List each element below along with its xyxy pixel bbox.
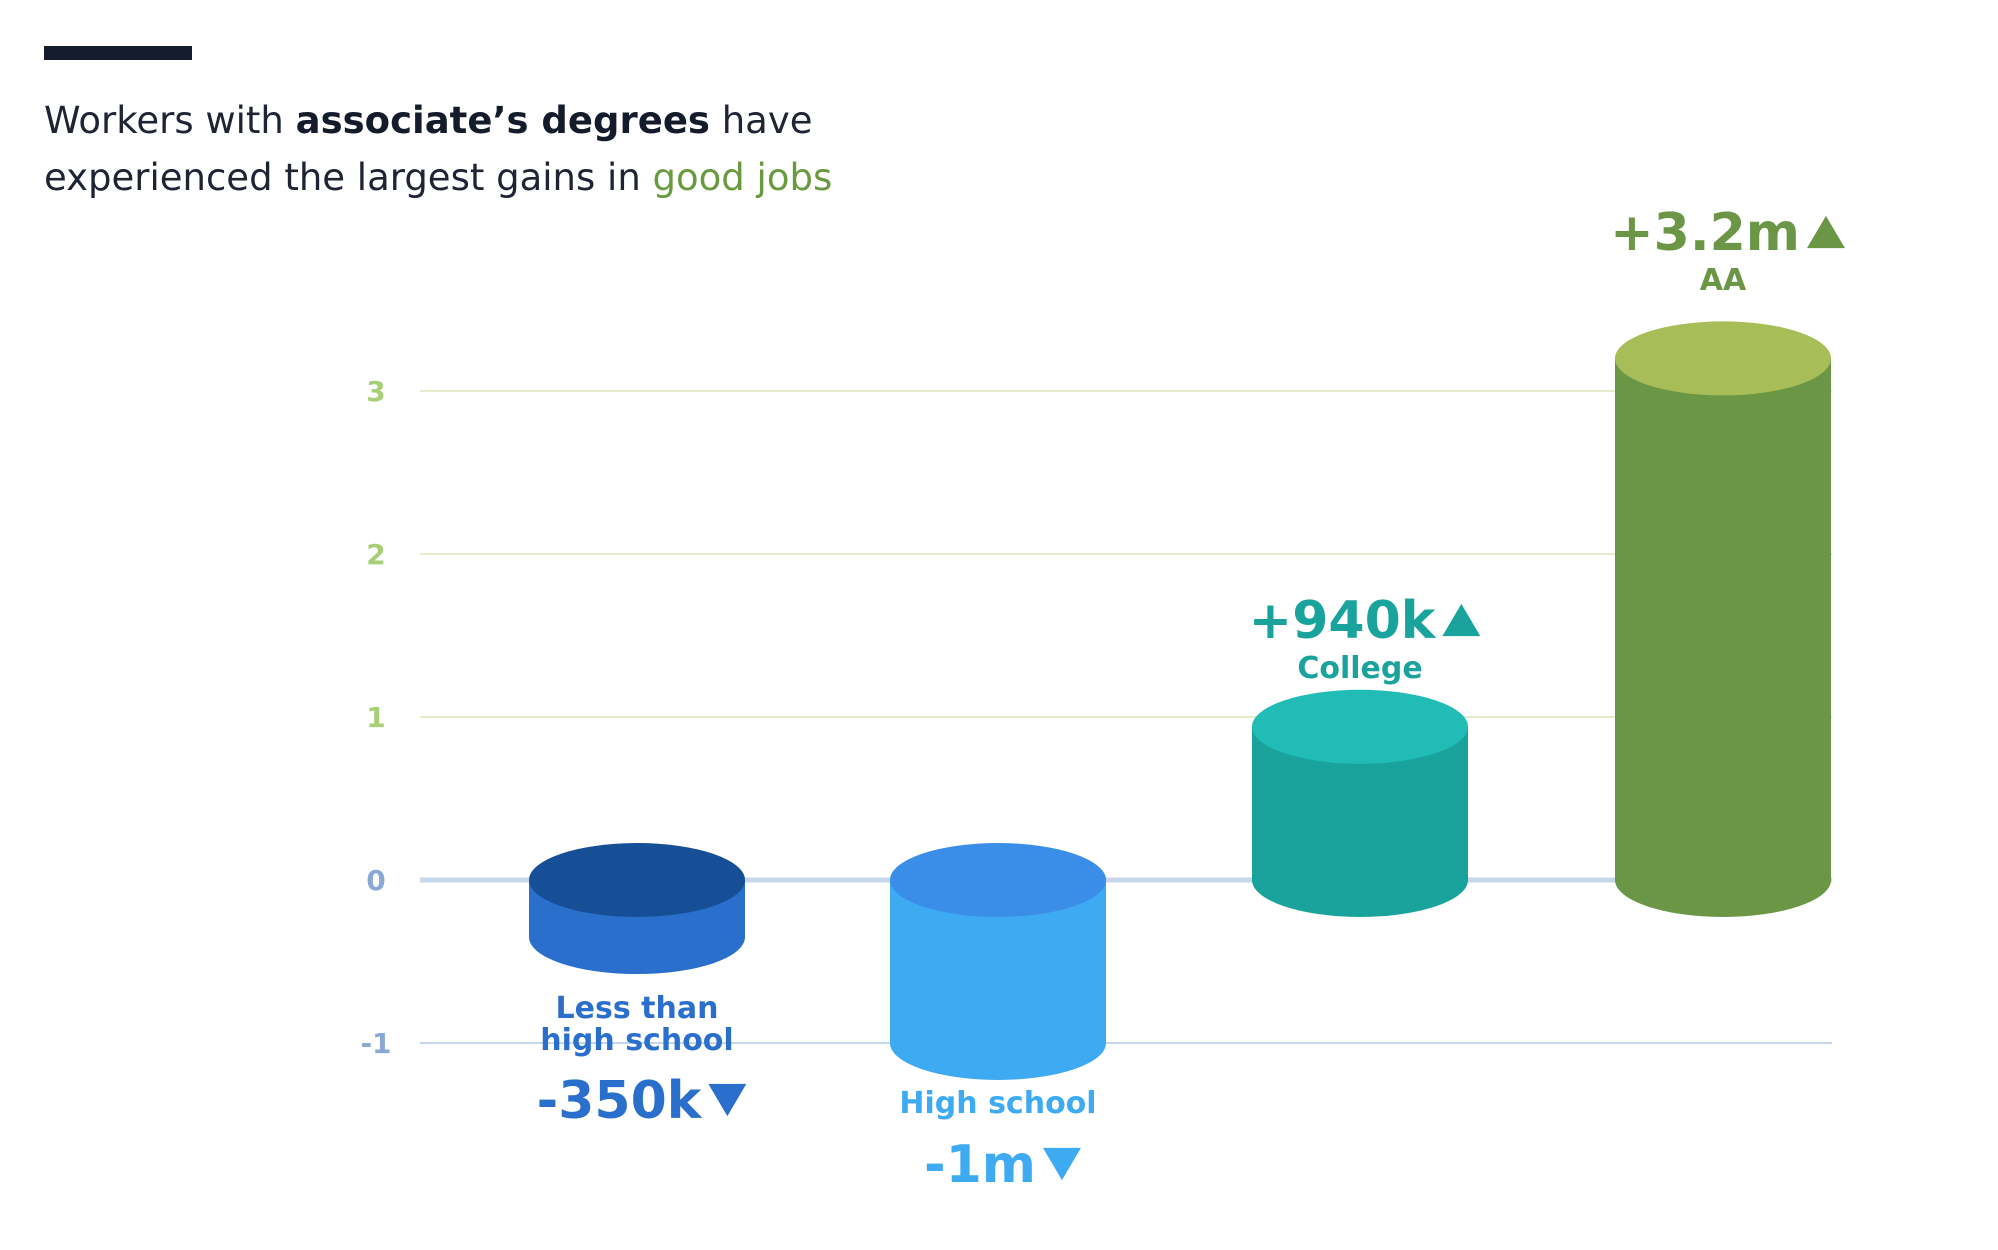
category-label: High school <box>899 1086 1096 1121</box>
bars <box>529 321 1831 1080</box>
triangle-up-icon <box>1806 215 1845 249</box>
bar-body <box>1252 726 1468 917</box>
y-tick-label: -1 <box>360 1027 391 1060</box>
triangle-up-icon <box>1442 603 1481 637</box>
bar-top <box>1252 689 1468 764</box>
bar <box>890 843 1106 1080</box>
triangle-down-icon <box>1042 1147 1081 1181</box>
value-label: +3.2m <box>1610 203 1800 263</box>
bar <box>529 843 745 975</box>
chart-headline: Workers with associate’s degrees have ex… <box>44 92 944 206</box>
value-label: +940k <box>1249 591 1437 651</box>
bar-body <box>890 880 1106 1080</box>
bar <box>1615 321 1831 917</box>
category-label: AA <box>1700 263 1747 298</box>
headline-bold: associate’s degrees <box>295 99 710 142</box>
y-tick-label: 2 <box>366 538 385 571</box>
category-label: Less than <box>556 991 719 1026</box>
triangle-down-icon <box>708 1083 747 1117</box>
bar-top <box>890 843 1106 917</box>
bar-top <box>1615 321 1831 396</box>
y-tick-label: 0 <box>366 864 385 897</box>
value-label: -350k <box>537 1071 703 1131</box>
header-rule <box>44 46 192 60</box>
bar-top <box>529 843 745 917</box>
headline-part2: have experienced the largest gains in <box>44 99 813 199</box>
bar-body <box>1615 358 1831 917</box>
category-label: College <box>1297 651 1422 686</box>
category-label: high school <box>540 1023 733 1058</box>
headline-part1: Workers with <box>44 99 296 142</box>
value-label: -1m <box>924 1135 1036 1195</box>
y-tick-label: 3 <box>366 375 385 408</box>
bar <box>1252 689 1468 917</box>
y-tick-label: 1 <box>366 701 385 734</box>
headline-green: good jobs <box>652 156 833 199</box>
